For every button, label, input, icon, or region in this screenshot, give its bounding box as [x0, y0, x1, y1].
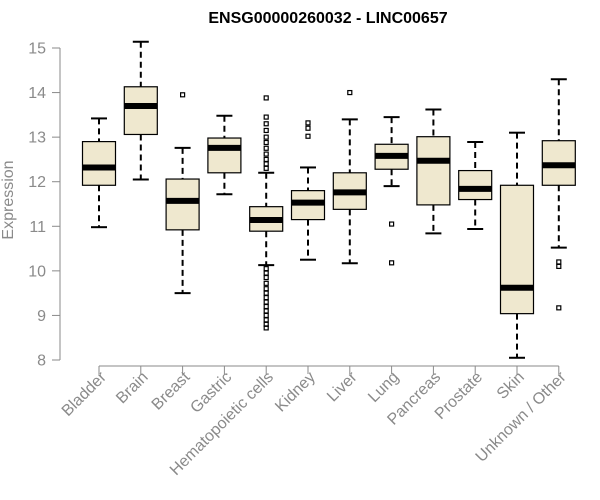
outlier-point: [263, 134, 269, 140]
y-tick-label: 11: [29, 219, 46, 236]
chart-title: ENSG00000260032 - LINC00657: [208, 10, 447, 27]
y-tick-label: 9: [37, 308, 46, 325]
box: [458, 169, 493, 201]
x-tick-label: Lung: [365, 369, 402, 406]
box: [499, 184, 535, 315]
outlier-point: [263, 312, 269, 319]
box-group: [207, 114, 242, 196]
outlier-point: [263, 308, 269, 314]
outlier-point: [263, 280, 269, 286]
outlier-point: [305, 120, 311, 126]
box: [81, 141, 117, 186]
outlier-point: [263, 270, 269, 276]
outlier-point: [180, 92, 186, 98]
outlier-point: [263, 114, 269, 120]
y-tick-label: 12: [28, 174, 46, 191]
y-tick-label: 10: [28, 263, 46, 280]
outlier-point: [263, 295, 269, 301]
box-group: [123, 40, 158, 181]
x-tick-label: Liver: [324, 368, 361, 405]
y-tick-label: 8: [37, 353, 46, 370]
box-group: [374, 116, 409, 266]
y-tick-label: 13: [28, 130, 46, 147]
outlier-point: [389, 221, 395, 227]
outlier-point: [263, 165, 269, 171]
box-group: [416, 108, 451, 235]
box: [416, 136, 451, 206]
outlier-point: [263, 286, 269, 292]
box-group: [541, 78, 576, 311]
outlier-point: [263, 139, 269, 146]
x-tick-label: Bladder: [59, 368, 110, 419]
box-group: [458, 141, 493, 230]
outlier-point: [305, 125, 311, 131]
outlier-point: [263, 151, 269, 157]
x-tick-label: Kidney: [272, 369, 319, 416]
box: [207, 137, 242, 174]
outlier-point: [263, 121, 269, 127]
outlier-point: [263, 266, 269, 272]
outlier-point: [263, 161, 269, 167]
outlier-point: [263, 145, 269, 151]
outlier-point: [263, 299, 269, 305]
box-group: [499, 131, 535, 359]
x-tick-label: Skin: [494, 369, 528, 403]
outlier-point: [263, 95, 269, 101]
box: [123, 86, 158, 136]
outlier-point: [263, 290, 269, 296]
x-tick-label: Brain: [113, 369, 151, 407]
outlier-point: [263, 325, 269, 331]
y-axis-label: Expression: [0, 160, 17, 239]
boxes: [81, 40, 576, 359]
outlier-point: [347, 89, 353, 96]
box-group: [165, 92, 200, 295]
x-tick-label: Breast: [149, 368, 194, 413]
outlier-point: [263, 156, 269, 163]
outlier-point: [305, 133, 311, 139]
box-group: [332, 89, 367, 265]
box-group: [249, 95, 284, 331]
outlier-point: [556, 259, 562, 265]
axes: 8 9 10 11 12 13 14 15: [28, 41, 560, 374]
box-group: [81, 117, 117, 229]
outlier-point: [556, 263, 562, 269]
outlier-point: [263, 317, 269, 323]
outlier-point: [556, 305, 562, 311]
outlier-point: [263, 274, 269, 281]
outlier-point: [263, 127, 269, 134]
y-tick-label: 15: [28, 41, 46, 58]
outlier-point: [389, 260, 395, 266]
y-tick-label: 14: [28, 85, 46, 102]
box-group: [290, 120, 326, 261]
outlier-point: [263, 303, 269, 310]
box: [165, 178, 200, 231]
